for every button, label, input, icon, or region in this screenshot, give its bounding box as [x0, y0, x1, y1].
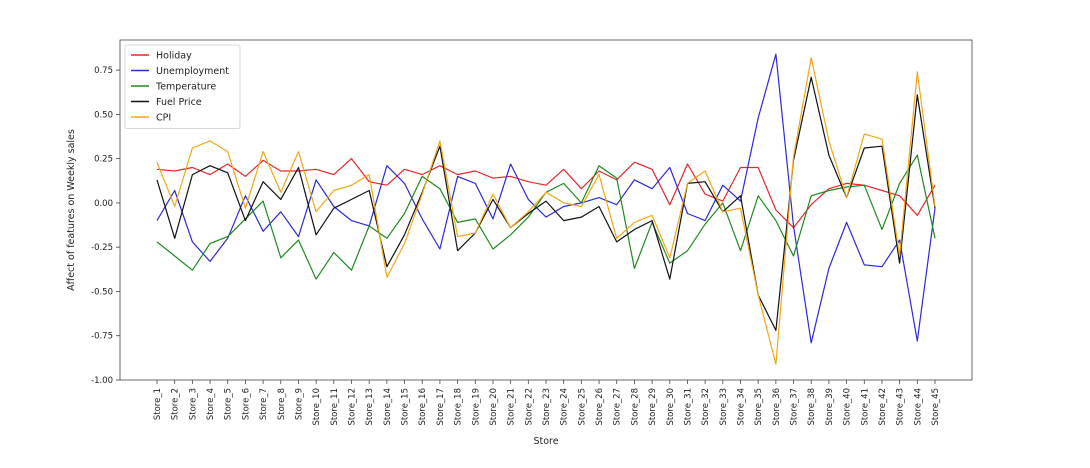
y-tick-label: -0.50	[91, 287, 113, 297]
series-line-cpi	[156, 57, 936, 365]
x-tick-label: Store_6	[241, 388, 251, 420]
y-tick-label: 0.50	[94, 110, 113, 120]
x-tick-label: Store_42	[878, 388, 888, 426]
x-tick-label: Store_19	[471, 388, 481, 426]
plot-area	[119, 39, 973, 381]
x-tick-label: Store_7	[259, 388, 269, 420]
legend: Holiday Unemployment Temperature Fuel Price…	[124, 44, 241, 129]
legend-label: Temperature	[155, 82, 216, 93]
x-tick-label: Store_23	[542, 388, 552, 426]
x-tick-label: Store_43	[896, 388, 906, 426]
x-tick-label: Store_1	[153, 388, 163, 420]
x-tick-label: Store_31	[683, 388, 693, 426]
x-tick-label: Store_8	[277, 388, 287, 420]
x-tick-label: Store_24	[560, 388, 570, 426]
y-tick-label: 0.00	[94, 199, 113, 209]
x-tick-label: Store_4	[206, 388, 216, 420]
x-tick-label: Store_30	[666, 388, 676, 426]
x-tick-label: Store_2	[171, 388, 181, 420]
x-tick-label: Store_45	[931, 388, 941, 426]
legend-label: CPI	[156, 113, 171, 124]
x-tick-label: Store_39	[825, 388, 835, 426]
x-tick-label: Store_14	[383, 388, 393, 426]
legend-label: Unemployment	[156, 66, 229, 77]
x-tick-label: Store_22	[524, 388, 534, 426]
x-tick-label: Store_35	[754, 388, 764, 426]
x-tick-label: Store_29	[648, 388, 658, 426]
x-tick-label: Store_38	[807, 388, 817, 426]
y-tick-label: -1.00	[91, 376, 113, 386]
series-line-holiday	[156, 158, 936, 229]
x-tick-label: Store_5	[224, 388, 234, 420]
x-tick-label: Store_27	[613, 388, 623, 426]
x-tick-label: Store_3	[188, 388, 198, 420]
legend-label: Fuel Price	[156, 97, 202, 108]
x-tick-label: Store_33	[719, 388, 729, 426]
x-tick-label: Store_9	[294, 388, 304, 420]
x-tick-label: Store_16	[418, 388, 428, 426]
x-tick-label: Store_40	[843, 388, 853, 426]
x-tick-label: Store_12	[348, 388, 358, 426]
x-tick-label: Store_32	[701, 388, 711, 426]
x-tick-label: Store_37	[790, 388, 800, 426]
x-tick-label: Store_25	[577, 388, 587, 426]
y-tick-label: 0.25	[94, 155, 113, 165]
x-tick-label: Store_20	[489, 388, 499, 426]
x-tick-label: Store_28	[630, 388, 640, 426]
series-line-fuel-price	[156, 76, 936, 331]
x-tick-label: Store_17	[436, 388, 446, 426]
series-layer	[156, 53, 936, 365]
y-tick-label: -0.25	[91, 243, 113, 253]
x-tick-label: Store_36	[772, 388, 782, 426]
x-tick-label: Store_44	[913, 388, 923, 426]
x-axis: Store_1 Store_2 Store_3 Store_4 Store_5 Store…	[153, 380, 941, 426]
y-axis: -1.00 -0.75 -0.50 -0.25 0.00 0.25 0.50 0.75	[91, 66, 120, 386]
series-line-unemployment	[156, 53, 936, 344]
x-tick-label: Store_11	[330, 388, 340, 426]
y-axis-label: Affect of features on Weekly sales	[66, 129, 77, 291]
legend-box	[124, 44, 241, 129]
x-tick-label: Store_26	[595, 388, 605, 426]
x-axis-label: Store	[533, 436, 558, 447]
x-tick-label: Store_41	[860, 388, 870, 426]
y-tick-label: -0.75	[91, 332, 113, 342]
x-tick-label: Store_13	[365, 388, 375, 426]
y-tick-label: 0.75	[94, 66, 113, 76]
x-tick-label: Store_10	[312, 388, 322, 426]
x-tick-label: Store_34	[737, 388, 747, 426]
x-tick-label: Store_15	[401, 388, 411, 426]
x-tick-label: Store_21	[507, 388, 517, 426]
x-tick-label: Store_18	[454, 388, 464, 426]
legend-label: Holiday	[156, 51, 192, 62]
